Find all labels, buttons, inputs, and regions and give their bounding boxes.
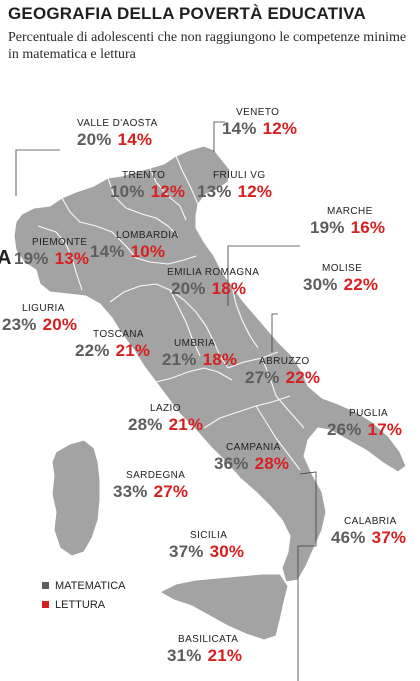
region-name: LOMBARDIA <box>116 230 179 241</box>
region-name: CAMPANIA <box>226 442 281 453</box>
leader-line-valle-daosta <box>15 149 60 196</box>
region-name: ABRUZZO <box>259 356 310 367</box>
math-value: 26% <box>327 420 362 439</box>
leader-line-emilia <box>227 245 300 306</box>
reading-value: 28% <box>254 454 290 473</box>
reading-value: 18% <box>202 350 238 369</box>
reading-value: 10% <box>130 242 166 261</box>
region-name: PIEMONTE <box>32 237 88 248</box>
region-trento: TRENTO 10% 12% <box>110 170 185 202</box>
region-name: MOLISE <box>322 263 363 274</box>
legend-label: MATEMATICA <box>55 579 126 592</box>
region-name: PUGLIA <box>349 408 389 419</box>
leader-line-veneto <box>213 121 225 152</box>
math-value: 31% <box>167 646 202 665</box>
math-value: 14% <box>90 242 125 261</box>
math-value: 20% <box>77 130 112 149</box>
region-liguria: LIGURIA 23% 20% <box>2 303 77 335</box>
region-name: MARCHE <box>327 206 373 217</box>
region-sardegna: SARDEGNA 33% 27% <box>113 470 188 502</box>
math-value: 36% <box>214 454 249 473</box>
leader-line-basilicata <box>297 471 317 681</box>
region-name: FRIULI VG <box>213 170 266 181</box>
reading-value: 30% <box>209 542 245 561</box>
leader-line-abruzzo <box>271 313 278 352</box>
region-name: EMILIA ROMAGNA <box>167 267 260 278</box>
reading-value: 20% <box>42 315 78 334</box>
region-name: BASILICATA <box>178 634 239 645</box>
region-sicilia: SICILIA 37% 30% <box>169 530 244 562</box>
region-name: UMBRIA <box>174 338 216 349</box>
reading-value: 18% <box>211 279 247 298</box>
math-value: 23% <box>2 315 37 334</box>
page-title: GEOGRAFIA DELLA POVERTÀ EDUCATIVA <box>8 4 366 23</box>
math-value: 19% <box>14 249 49 268</box>
region-name: LIGURIA <box>22 303 65 314</box>
region-molise: MOLISE 30% 22% <box>303 263 378 295</box>
legend-item-matematica: MATEMATICA <box>42 576 125 595</box>
reading-value: 37% <box>371 528 407 547</box>
reading-value: 21% <box>115 341 151 360</box>
region-toscana: TOSCANA 22% 21% <box>75 329 150 361</box>
math-value: 33% <box>113 482 148 501</box>
legend-label: LETTURA <box>55 598 106 611</box>
math-value: 19% <box>310 218 345 237</box>
region-name: SICILIA <box>190 530 228 541</box>
edge-letter: A <box>0 247 12 269</box>
page-subtitle: Percentuale di adolescenti che non raggi… <box>8 30 407 62</box>
reading-value: 22% <box>285 368 321 387</box>
region-puglia: PUGLIA 26% 17% <box>327 408 402 440</box>
math-value: 46% <box>331 528 366 547</box>
math-value: 14% <box>222 119 257 138</box>
reading-value: 21% <box>207 646 243 665</box>
region-name: TRENTO <box>122 170 166 181</box>
math-value: 21% <box>162 350 197 369</box>
region-calabria: CALABRIA 46% 37% <box>331 516 406 548</box>
reading-value: 14% <box>117 130 153 149</box>
region-veneto: VENETO 14% 12% <box>222 107 298 139</box>
legend-swatch <box>42 601 49 608</box>
reading-value: 17% <box>367 420 403 439</box>
sicily-shape <box>159 573 289 641</box>
region-campania: CAMPANIA 36% 28% <box>214 442 289 474</box>
region-name: SARDEGNA <box>126 470 186 481</box>
reading-value: 16% <box>350 218 386 237</box>
legend-swatch <box>42 582 49 589</box>
region-basilicata: BASILICATA 31% 21% <box>167 634 242 666</box>
math-value: 28% <box>128 415 163 434</box>
region-name: TOSCANA <box>93 329 144 340</box>
math-value: 13% <box>197 182 232 201</box>
region-name: VENETO <box>236 107 280 118</box>
region-name: CALABRIA <box>344 516 397 527</box>
reading-value: 21% <box>168 415 204 434</box>
math-value: 20% <box>171 279 206 298</box>
reading-value: 12% <box>150 182 186 201</box>
reading-value: 22% <box>343 275 379 294</box>
region-lombardia: LOMBARDIA 14% 10% <box>90 230 179 262</box>
math-value: 30% <box>303 275 338 294</box>
region-marche: MARCHE 19% 16% <box>310 206 385 238</box>
region-umbria: UMBRIA 21% 18% <box>162 338 237 370</box>
reading-value: 13% <box>54 249 90 268</box>
math-value: 27% <box>245 368 280 387</box>
region-abruzzo: ABRUZZO 27% 22% <box>245 356 320 388</box>
region-name: LAZIO <box>150 403 181 414</box>
reading-value: 12% <box>262 119 298 138</box>
reading-value: 12% <box>237 182 273 201</box>
region-friuli-vg: FRIULI VG 13% 12% <box>197 170 272 202</box>
math-value: 10% <box>110 182 145 201</box>
region-lazio: LAZIO 28% 21% <box>128 403 203 435</box>
region-emilia-romagna: EMILIA ROMAGNA 20% 18% <box>167 267 259 299</box>
legend-item-lettura: LETTURA <box>42 595 125 614</box>
region-valle-daosta: VALLE D'AOSTA 20% 14% <box>77 118 158 150</box>
region-name: VALLE D'AOSTA <box>77 118 158 129</box>
legend: MATEMATICA LETTURA <box>42 576 125 614</box>
reading-value: 27% <box>153 482 189 501</box>
math-value: 22% <box>75 341 110 360</box>
math-value: 37% <box>169 542 204 561</box>
region-piemonte: PIEMONTE 19% 13% <box>14 237 89 269</box>
sardinia-shape <box>51 439 101 557</box>
